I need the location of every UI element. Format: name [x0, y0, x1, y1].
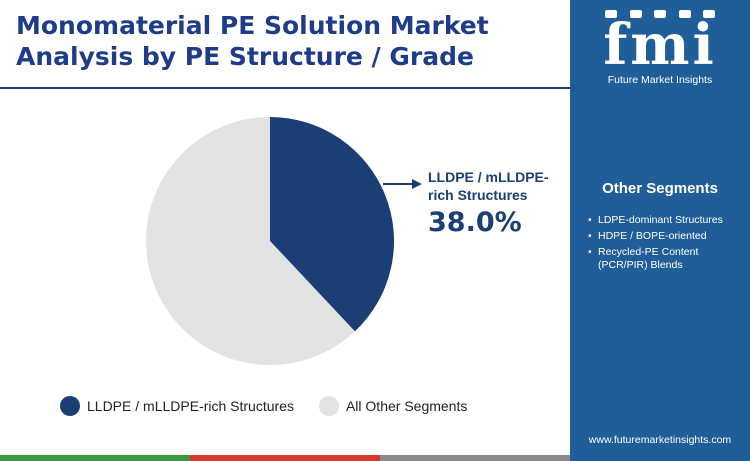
sidebar: fmi Future Market Insights Other Segment…	[570, 0, 750, 461]
logo-wordmark: fmi	[603, 12, 717, 78]
slice-callout: LLDPE / mLLDPE-rich Structures 38.0%	[428, 168, 568, 239]
bottom-bar-gray	[380, 455, 570, 461]
legend-label-other: All Other Segments	[345, 398, 468, 414]
page-title: Monomaterial PE Solution Market Analysis…	[16, 11, 489, 71]
pie-chart	[145, 117, 422, 366]
legend-item-lldpe: LLDPE / mLLDPE-rich Structures	[60, 396, 294, 416]
logo-icon-4	[678, 10, 691, 18]
legend-swatch-other	[318, 396, 339, 416]
logo-icon-3	[654, 10, 666, 18]
callout-label: LLDPE / mLLDPE-rich Structures	[428, 169, 549, 203]
bottom-bar-green	[0, 455, 190, 461]
title-divider	[0, 87, 570, 89]
pie-slice-lldpe	[270, 117, 394, 332]
logo-icon-5	[703, 10, 715, 18]
logo-icon-1	[605, 10, 617, 18]
legend-item-other: All Other Segments	[318, 396, 468, 416]
fmi-logo: fmi Future Market Insights	[590, 10, 730, 86]
other-segments-title: Other Segments	[602, 180, 718, 197]
callout-value: 38.0%	[428, 207, 522, 238]
other-segments-list: LDPE-dominant Structures HDPE / BOPE-ori…	[588, 214, 738, 275]
website-url[interactable]: www.futuremarketinsights.com	[588, 434, 732, 446]
logo-subtitle: Future Market Insights	[607, 74, 713, 86]
logo-icons	[605, 10, 715, 18]
legend-swatch-lldpe	[60, 396, 80, 416]
callout-arrow-head	[412, 179, 422, 189]
bottom-bar-blue	[570, 455, 750, 461]
chart-legend: LLDPE / mLLDPE-rich Structures All Other…	[60, 396, 492, 416]
segment-item: Recycled-PE Content (PCR/PIR) Blends	[588, 246, 738, 272]
main-panel: Monomaterial PE Solution Market Analysis…	[0, 11, 570, 416]
pie-slice-other	[145, 117, 355, 366]
bottom-bar-red	[190, 455, 380, 461]
segment-item: HDPE / BOPE-oriented	[588, 230, 738, 243]
legend-label-lldpe: LLDPE / mLLDPE-rich Structures	[87, 398, 294, 414]
segment-item: LDPE-dominant Structures	[588, 214, 738, 227]
bottom-color-bar	[0, 455, 750, 461]
logo-icon-2	[629, 10, 642, 18]
